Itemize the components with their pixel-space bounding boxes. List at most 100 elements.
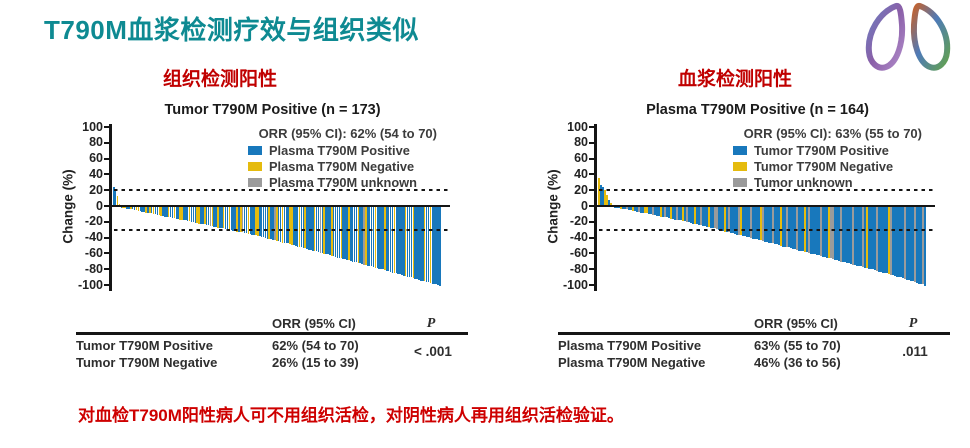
- waterfall-bar: [796, 207, 798, 250]
- waterfall-bar: [404, 207, 407, 276]
- waterfall-bar: [864, 207, 866, 268]
- waterfall-bar: [674, 207, 676, 220]
- waterfall-bar: [736, 207, 738, 235]
- y-tick-label: -20: [84, 214, 103, 229]
- waterfall-bar: [249, 207, 252, 234]
- waterfall-bar: [179, 207, 181, 220]
- chart-title: Tumor T790M Positive (n = 173): [164, 102, 381, 118]
- waterfall-bar: [190, 207, 193, 222]
- waterfall-bar: [860, 207, 862, 267]
- waterfall-bar: [293, 207, 295, 245]
- waterfall-bar: [365, 207, 367, 265]
- waterfall-bar: [756, 207, 758, 240]
- waterfall-bar: [794, 207, 796, 249]
- y-tick-mark: [104, 126, 110, 128]
- waterfall-bar: [770, 207, 772, 243]
- waterfall-bar: [752, 207, 754, 239]
- waterfall-bar: [714, 207, 716, 229]
- legend-item: Tumor T790M Negative: [733, 158, 894, 174]
- waterfall-bar: [692, 207, 694, 224]
- waterfall-bar: [141, 207, 143, 212]
- waterfall-bar: [403, 207, 405, 276]
- waterfall-bar: [370, 207, 373, 267]
- y-tick-label: -100: [562, 277, 588, 292]
- waterfall-bar: [650, 207, 652, 215]
- chart-title: Plasma T790M Positive (n = 164): [646, 102, 869, 118]
- tissue-stats-table: ORR (95% CI) P Tumor T790M Positive 62% …: [76, 315, 468, 371]
- waterfall-bar: [760, 207, 762, 241]
- waterfall-bar: [395, 207, 398, 274]
- waterfall-bar: [676, 207, 678, 220]
- waterfall-bar: [866, 207, 868, 268]
- waterfall-bar: [876, 207, 878, 271]
- waterfall-bar: [878, 207, 880, 272]
- waterfall-bar: [918, 207, 920, 284]
- legend-swatch-icon: [733, 161, 747, 171]
- waterfall-bar: [169, 207, 172, 218]
- y-tick-label: -60: [569, 245, 588, 260]
- waterfall-bar: [690, 207, 692, 223]
- waterfall-bar: [308, 207, 310, 250]
- waterfall-bar: [175, 207, 178, 219]
- waterfall-bar: [158, 207, 161, 215]
- table-row: Plasma T790M Negative 46% (36 to 56): [558, 354, 841, 370]
- waterfall-bar: [389, 207, 392, 272]
- waterfall-bar: [420, 207, 422, 281]
- waterfall-bar: [166, 207, 168, 217]
- waterfall-bar: [357, 207, 360, 264]
- waterfall-bar: [640, 207, 642, 213]
- waterfall-bar: [414, 207, 416, 279]
- waterfall-bar: [397, 207, 399, 275]
- waterfall-bar: [221, 207, 223, 229]
- waterfall-bar: [748, 207, 750, 237]
- waterfall-bar: [213, 207, 215, 227]
- waterfall-bar: [914, 207, 916, 282]
- waterfall-bar: [355, 207, 358, 263]
- waterfall-bar: [630, 207, 632, 211]
- waterfall-bar: [670, 207, 672, 219]
- y-tick-label: 80: [89, 135, 103, 150]
- y-tick-label: 20: [574, 182, 588, 197]
- waterfall-bar: [602, 187, 604, 206]
- waterfall-bar: [145, 207, 147, 213]
- waterfall-bar: [778, 207, 780, 245]
- waterfall-bar: [838, 207, 840, 261]
- orr-annotation: ORR (95% CI): 62% (54 to 70): [258, 126, 437, 141]
- y-tick-label: 80: [574, 135, 588, 150]
- y-tick-mark: [104, 157, 110, 160]
- waterfall-bar: [598, 178, 600, 206]
- y-tick-mark: [589, 189, 595, 192]
- waterfall-bar: [410, 207, 413, 278]
- waterfall-bar: [262, 207, 265, 237]
- waterfall-bar: [186, 207, 189, 222]
- waterfall-bar: [143, 207, 145, 212]
- waterfall-bar: [222, 207, 225, 229]
- waterfall-bar: [644, 207, 646, 214]
- waterfall-bar: [708, 207, 710, 227]
- table-header-row: ORR (95% CI) P: [76, 315, 468, 332]
- legend-item: Plasma T790M unknown: [248, 175, 417, 190]
- waterfall-bar: [393, 207, 396, 273]
- waterfall-bar: [904, 207, 906, 279]
- waterfall-bar: [219, 207, 221, 228]
- waterfall-bar: [255, 207, 257, 236]
- waterfall-bar: [618, 207, 620, 209]
- waterfall-bar: [253, 207, 255, 235]
- table-rule: [558, 332, 950, 335]
- waterfall-bar: [128, 207, 130, 209]
- waterfall-bar: [668, 207, 670, 219]
- waterfall-bar: [205, 207, 208, 226]
- y-tick-label: 100: [567, 119, 588, 134]
- legend-label: Tumor T790M Negative: [754, 158, 894, 174]
- waterfall-bar: [384, 207, 386, 271]
- waterfall-bar: [435, 207, 437, 285]
- tissue-waterfall-chart: Tumor T790M Positive (n = 173) Change (%…: [35, 97, 465, 311]
- waterfall-bar: [780, 207, 782, 246]
- waterfall-bar: [762, 207, 764, 241]
- waterfall-bar: [660, 207, 662, 217]
- waterfall-bar: [608, 199, 610, 206]
- waterfall-bar: [898, 207, 900, 278]
- waterfall-bar: [656, 207, 658, 216]
- reference-dotted-line: [114, 228, 450, 231]
- waterfall-bar: [910, 207, 912, 282]
